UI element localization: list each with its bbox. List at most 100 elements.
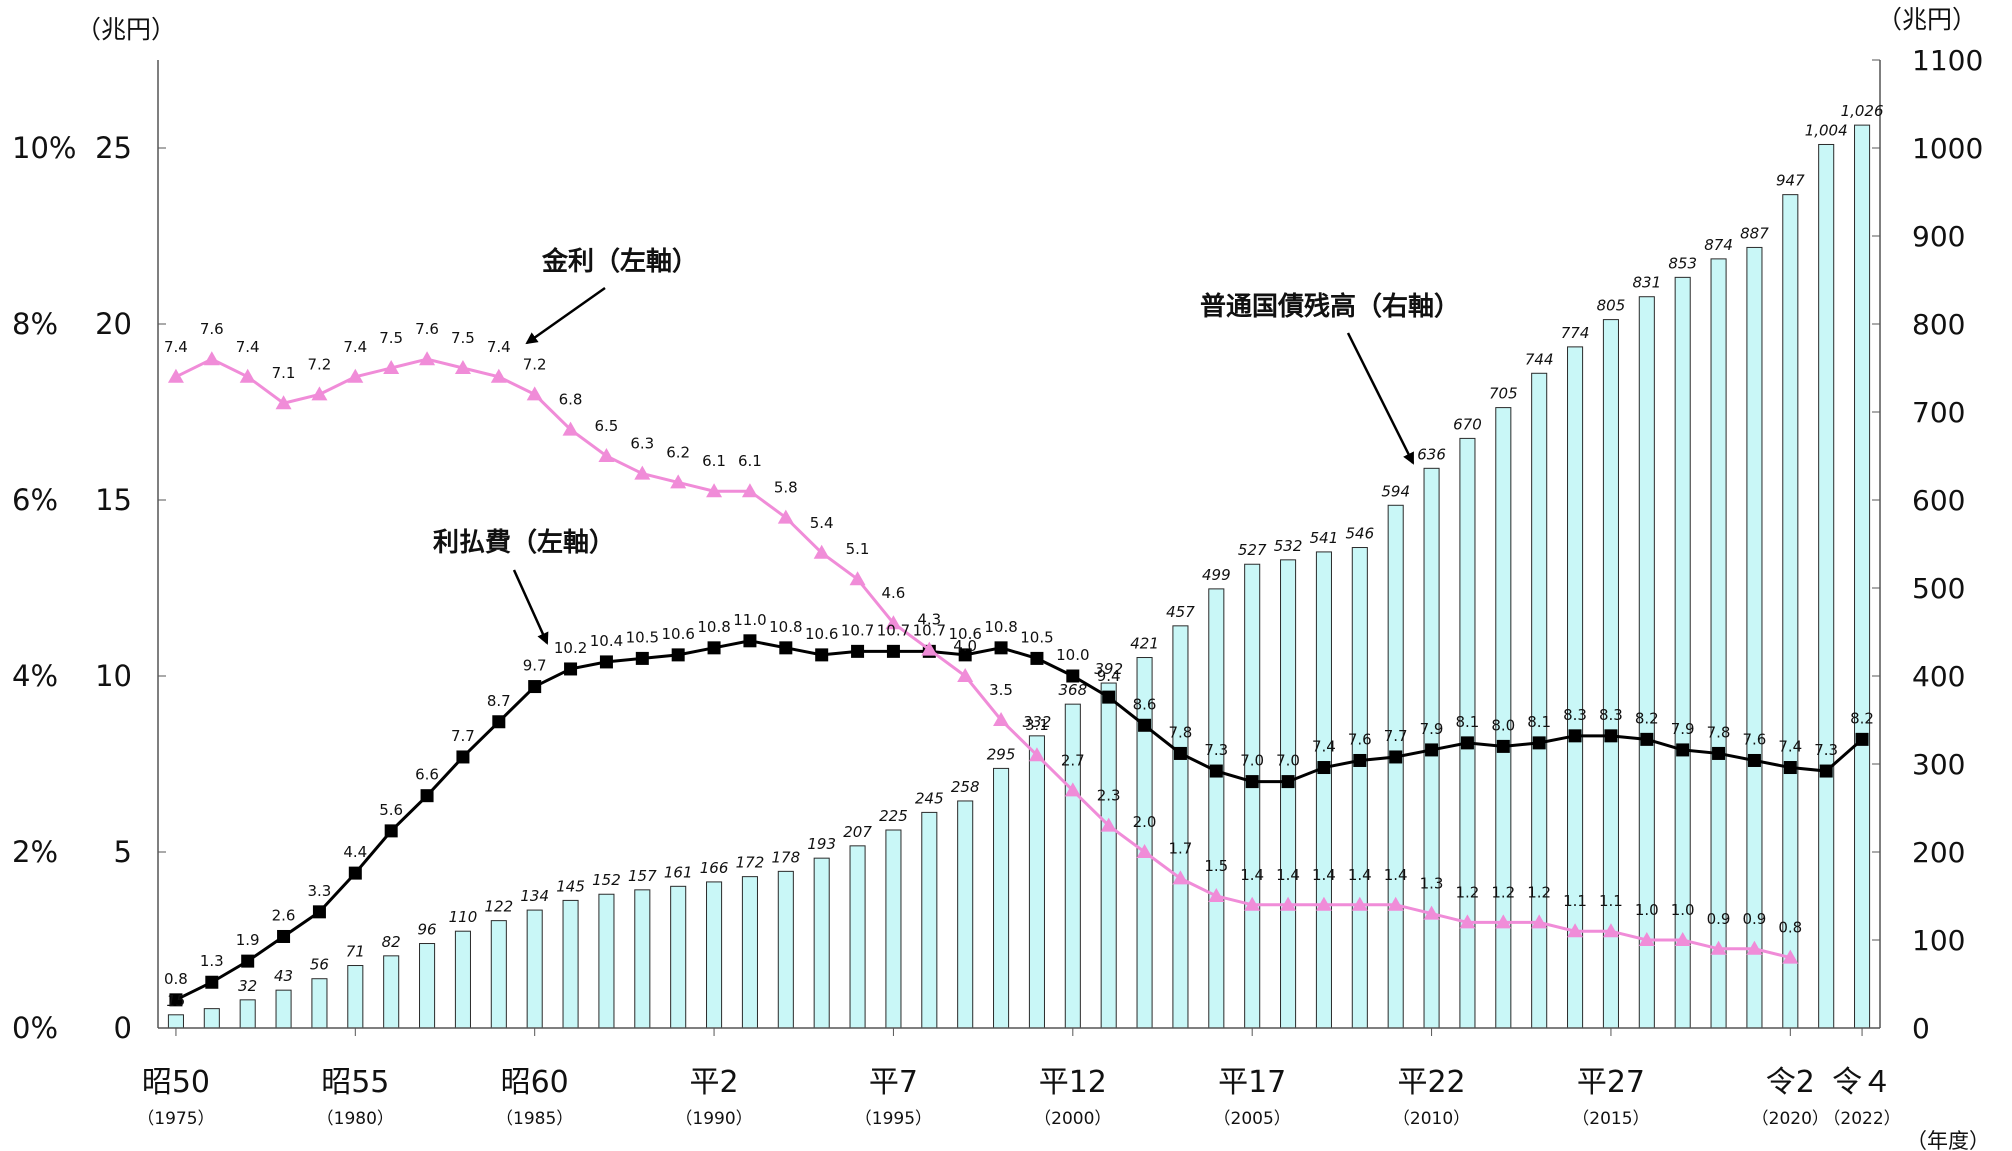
interest-payment-label: 1.9 bbox=[236, 931, 260, 949]
interest-payment-point bbox=[1460, 736, 1474, 750]
debt-balance-bar bbox=[1280, 559, 1297, 1029]
right-tick-label: 200 bbox=[1912, 836, 1965, 869]
interest-payment-label: 9.4 bbox=[1097, 667, 1121, 685]
debt-balance-bar bbox=[706, 881, 723, 1029]
debt-balance-label: 368 bbox=[1058, 681, 1087, 699]
right-tick-label: 900 bbox=[1912, 220, 1965, 253]
debt-balance-bar bbox=[1531, 372, 1548, 1029]
debt-balance-bar bbox=[562, 899, 579, 1029]
interest-payment-point bbox=[1783, 761, 1797, 775]
interest-payment-label: 3.3 bbox=[308, 882, 332, 900]
interest-rate-label: 2.0 bbox=[1133, 813, 1157, 831]
interest-payment-point bbox=[564, 662, 578, 676]
debt-balance-label: 887 bbox=[1740, 224, 1769, 242]
interest-payment-label: 10.5 bbox=[1020, 628, 1053, 646]
interest-payment-point bbox=[1712, 746, 1726, 760]
interest-rate-label: 6.8 bbox=[559, 391, 583, 409]
interest-rate-label: 1.5 bbox=[1204, 857, 1228, 875]
interest-rate-point bbox=[1387, 896, 1404, 911]
debt-balance-bar bbox=[1172, 625, 1189, 1029]
debt-balance-bar bbox=[347, 965, 364, 1029]
debt-balance-bar bbox=[419, 943, 436, 1029]
interest-payment-label: 1.3 bbox=[200, 952, 224, 970]
interest-rate-label: 0.9 bbox=[1707, 910, 1731, 928]
x-tick-western-year: （2010） bbox=[1393, 1109, 1470, 1129]
interest-payment-point bbox=[779, 641, 793, 655]
annotation-interest-payment: 利払費（左軸） bbox=[433, 527, 615, 558]
interest-rate-label: 7.2 bbox=[523, 355, 547, 373]
interest-rate-label: 1.3 bbox=[1420, 875, 1444, 893]
interest-rate-label: 7.6 bbox=[415, 320, 439, 338]
right-tick-label: 300 bbox=[1912, 748, 1965, 781]
interest-rate-point bbox=[885, 615, 902, 630]
right-tick-label: 600 bbox=[1912, 484, 1965, 517]
debt-balance-bar bbox=[1244, 563, 1261, 1029]
interest-rate-label: 6.3 bbox=[630, 435, 654, 453]
interest-rate-label: 5.4 bbox=[810, 514, 834, 532]
interest-payment-point bbox=[420, 789, 434, 803]
interest-payment-point bbox=[1819, 764, 1833, 778]
right-tick-label: 700 bbox=[1912, 396, 1965, 429]
annotation-arrow-debt-balance bbox=[1346, 332, 1415, 465]
interest-payment-label: 7.8 bbox=[1707, 723, 1731, 741]
interest-payment-point bbox=[994, 641, 1008, 655]
interest-rate-point bbox=[777, 509, 794, 524]
interest-rate-label: 7.4 bbox=[164, 338, 188, 356]
interest-payment-point bbox=[1747, 753, 1761, 767]
interest-payment-point bbox=[1496, 739, 1510, 753]
interest-rate-label: 5.8 bbox=[774, 479, 798, 497]
debt-balance-label: 421 bbox=[1130, 635, 1159, 653]
left-tick-label: 0 bbox=[114, 1011, 132, 1045]
interest-rate-label: 1.4 bbox=[1276, 866, 1300, 884]
rate-tick-label: 2% bbox=[12, 835, 58, 869]
x-tick-western-year: （1975） bbox=[137, 1109, 214, 1129]
interest-payment-point bbox=[1317, 761, 1331, 775]
debt-balance-bar bbox=[993, 767, 1010, 1029]
debt-balance-bar bbox=[670, 885, 687, 1029]
interest-rate-point bbox=[490, 368, 507, 383]
debt-balance-bar bbox=[1602, 319, 1619, 1029]
interest-rate-point bbox=[1674, 932, 1691, 946]
x-tick-western-year: （1980） bbox=[317, 1109, 394, 1129]
interest-rate-label: 7.6 bbox=[200, 320, 224, 338]
debt-balance-label: 145 bbox=[556, 877, 585, 895]
interest-payment-label: 10.7 bbox=[841, 621, 874, 639]
interest-rate-point bbox=[598, 448, 615, 462]
interest-payment-label: 10.7 bbox=[877, 621, 910, 639]
interest-payment-label: 7.7 bbox=[1384, 727, 1408, 745]
interest-rate-label: 4.0 bbox=[953, 637, 977, 655]
right-tick-label: 0 bbox=[1912, 1012, 1930, 1045]
rate-tick-label: 10% bbox=[12, 131, 76, 165]
right-tick-label: 800 bbox=[1912, 308, 1965, 341]
right-tick-label: 1000 bbox=[1912, 132, 1983, 165]
interest-rate-point bbox=[1136, 844, 1153, 858]
interest-rate-point bbox=[454, 360, 471, 374]
x-tick-label: 平17 bbox=[1218, 1065, 1286, 1100]
debt-balance-bar bbox=[275, 989, 292, 1029]
debt-balance-bar bbox=[1315, 551, 1332, 1029]
debt-balance-label: 15 bbox=[166, 992, 185, 1010]
interest-rate-label: 3.1 bbox=[1025, 716, 1049, 734]
interest-payment-point bbox=[743, 634, 757, 648]
interest-rate-point bbox=[1746, 940, 1763, 955]
interest-payment-label: 8.7 bbox=[487, 692, 511, 710]
debt-balance-bar bbox=[1387, 504, 1404, 1029]
debt-balance-label: 178 bbox=[771, 848, 800, 866]
interest-rate-point bbox=[562, 421, 579, 436]
debt-balance-label: 853 bbox=[1668, 254, 1697, 272]
debt-balance-bar bbox=[203, 1008, 220, 1029]
interest-rate-point bbox=[167, 368, 184, 383]
debt-balance-label: 295 bbox=[987, 745, 1016, 763]
x-tick-label: 令４ bbox=[1832, 1065, 1892, 1100]
debt-balance-bar bbox=[1100, 682, 1117, 1029]
interest-rate-point bbox=[741, 483, 758, 498]
interest-payment-point bbox=[1066, 669, 1080, 683]
debt-balance-label: 134 bbox=[520, 887, 549, 905]
left-tick-label: 10 bbox=[95, 659, 132, 693]
rate-tick-label: 0% bbox=[12, 1011, 58, 1045]
annotation-arrow-interest-payment bbox=[512, 569, 549, 645]
interest-payment-label: 8.1 bbox=[1527, 713, 1551, 731]
interest-rate-point bbox=[921, 641, 938, 656]
interest-payment-point bbox=[241, 954, 255, 968]
x-tick-label: 平27 bbox=[1577, 1065, 1645, 1100]
